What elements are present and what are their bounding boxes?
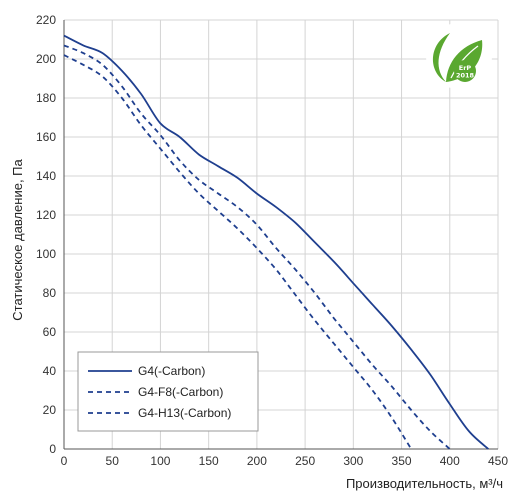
series-lines [63, 34, 489, 450]
legend: G4(-Carbon) G4-F8(-Carbon) G4-H13(-Carbon) [77, 351, 259, 432]
y-axis-title: Статическое давление, Па [10, 159, 25, 321]
y-tick-label: 120 [36, 208, 56, 222]
y-tick-label: 220 [36, 13, 56, 27]
x-tick-label: 250 [295, 454, 315, 468]
legend-label: G4(-Carbon) [138, 364, 205, 378]
x-tick-label: 400 [440, 454, 460, 468]
x-tick-label: 0 [61, 454, 68, 468]
y-tick-label: 140 [36, 169, 56, 183]
leaf-vein [450, 45, 479, 79]
y-tick-label: 0 [49, 442, 56, 456]
badge-label-disc [454, 60, 476, 82]
series-line-2 [63, 44, 451, 450]
x-axis-title: Производительность, м³/ч [346, 476, 503, 491]
legend-label: G4-H13(-Carbon) [138, 406, 231, 420]
y-tick-label: 100 [36, 247, 56, 261]
y-tick-label: 80 [43, 286, 57, 300]
legend-label: G4-F8(-Carbon) [138, 385, 223, 399]
y-tick-label: 60 [43, 325, 57, 339]
x-tick-label: 100 [150, 454, 170, 468]
x-tick-label: 300 [343, 454, 363, 468]
axes: 0 50 100 150 200 250 300 350 400 450 0 20 40 60 80 100 1… [36, 13, 508, 468]
series-line-3 [63, 54, 412, 450]
y-tick-label: 20 [43, 403, 57, 417]
x-tick-label: 150 [199, 454, 219, 468]
x-tick-label: 50 [106, 454, 120, 468]
x-tick-label: 450 [488, 454, 508, 468]
eco-leaf-icon [432, 33, 450, 82]
badge-label-erp: ErP [459, 64, 472, 72]
y-tick-label: 160 [36, 130, 56, 144]
y-tick-label: 40 [43, 364, 57, 378]
y-tick-label: 200 [36, 52, 56, 66]
series-line-1 [63, 34, 489, 450]
y-tick-label: 180 [36, 91, 56, 105]
erp-2018-badge: ErP 2018 [426, 23, 492, 89]
x-tick-label: 200 [247, 454, 267, 468]
x-tick-label: 350 [392, 454, 412, 468]
badge-label-year: 2018 [456, 72, 475, 80]
